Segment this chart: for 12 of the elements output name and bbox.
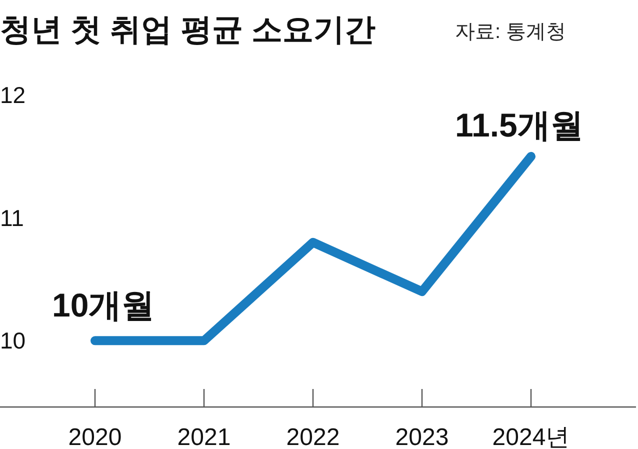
title: 청년 첫 취업 평균 소요기간 <box>0 12 376 47</box>
annotation: 10개월 <box>52 286 155 324</box>
annotation: 자료: 통계청 <box>455 21 566 43</box>
y-tick-label: 11 <box>0 204 24 231</box>
x-tick-label: 2022 <box>286 424 340 449</box>
annotation: 11.5개월 <box>455 106 584 144</box>
x-tick-label: 2023 <box>395 424 449 449</box>
x-tick-label: 2024년 <box>492 424 570 449</box>
y-tick-label: 10 <box>0 328 26 354</box>
y-tick-label: 12 <box>0 82 26 108</box>
x-tick-label: 2020 <box>68 424 122 449</box>
x-tick-label: 2021 <box>177 424 231 449</box>
